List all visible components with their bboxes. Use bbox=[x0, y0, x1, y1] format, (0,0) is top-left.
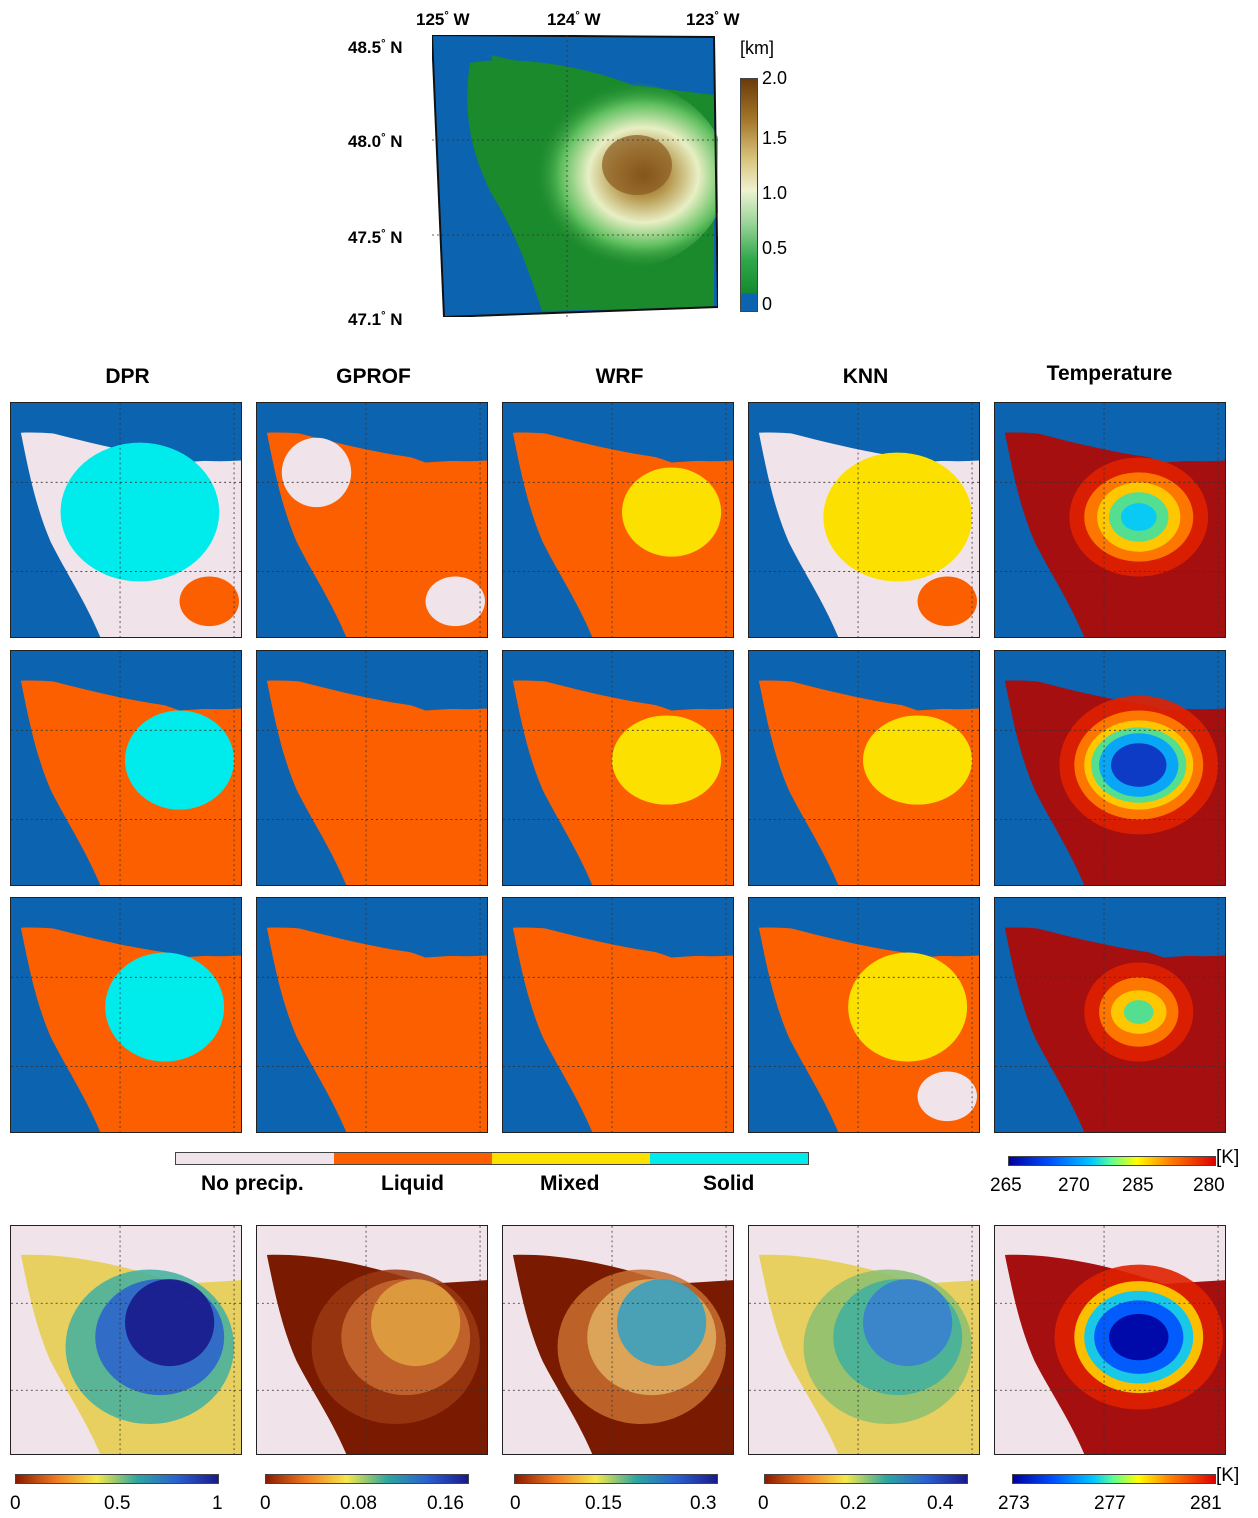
degree-mark: ° bbox=[381, 132, 386, 144]
temperature-unit: [K] bbox=[1216, 1147, 1240, 1168]
temperature-colorbar bbox=[1008, 1156, 1216, 1166]
elevation-tick-0: 0 bbox=[762, 294, 773, 314]
elevation-tick-1-5: 1.5 bbox=[762, 128, 788, 148]
colorbar-tick: 0.08 bbox=[340, 1493, 377, 1514]
lat-label-47-1: 47.1° N bbox=[348, 310, 403, 330]
lat-label-48-0: 48.0° N bbox=[348, 132, 403, 152]
phase-label-liquid: Liquid bbox=[381, 1172, 444, 1195]
colorbar-temperature bbox=[1012, 1474, 1216, 1484]
phase-swatch-mixed bbox=[492, 1153, 650, 1164]
colorbar-dpr bbox=[15, 1474, 219, 1484]
phase-colorbar bbox=[175, 1152, 809, 1165]
colorbar-tick: 0.4 bbox=[927, 1493, 954, 1514]
phase-swatch-liquid bbox=[334, 1153, 492, 1164]
map-panel-temperature-row-4 bbox=[994, 1225, 1226, 1455]
lat-suffix: N bbox=[390, 38, 403, 57]
colorbar-tick: 0 bbox=[510, 1493, 521, 1514]
map-panel-wrf-row-1 bbox=[502, 402, 734, 638]
map-panel-wrf-row-4 bbox=[502, 1225, 734, 1455]
map-panel-wrf-row-2 bbox=[502, 650, 734, 886]
colorbar-tick: 0.2 bbox=[840, 1493, 867, 1514]
colorbar-wrf bbox=[514, 1474, 718, 1484]
column-title-wrf: WRF bbox=[595, 365, 644, 388]
colorbar-tick: 0 bbox=[260, 1493, 271, 1514]
map-panel-temperature-row-1 bbox=[994, 402, 1226, 638]
colorbar-gprof bbox=[265, 1474, 469, 1484]
colorbar-tick: 0.5 bbox=[104, 1493, 131, 1514]
lon-label-123: 123° W bbox=[686, 10, 740, 30]
map-panel-knn-row-2 bbox=[748, 650, 980, 886]
degree-mark: ° bbox=[381, 38, 386, 50]
degree-mark: ° bbox=[444, 10, 449, 22]
lon-label-124: 124° W bbox=[547, 10, 601, 30]
phase-swatch-no-precip bbox=[176, 1153, 334, 1164]
lat-suffix: N bbox=[390, 228, 403, 247]
lon-value: 124 bbox=[547, 10, 576, 29]
phase-label-no-precip: No precip. bbox=[201, 1172, 304, 1195]
map-panel-knn-row-3 bbox=[748, 897, 980, 1133]
map-panel-knn-row-1 bbox=[748, 402, 980, 638]
lon-value: 125 bbox=[416, 10, 445, 29]
temp-tick: 280 bbox=[1193, 1175, 1225, 1196]
column-title-knn: KNN bbox=[842, 365, 889, 388]
lon-suffix: W bbox=[453, 10, 470, 29]
colorbar-tick: 0 bbox=[10, 1493, 21, 1514]
map-panel-knn-row-4 bbox=[748, 1225, 980, 1455]
lat-suffix: N bbox=[390, 310, 403, 329]
lat-suffix: N bbox=[390, 132, 403, 151]
phase-label-solid: Solid bbox=[703, 1172, 755, 1195]
map-panel-gprof-row-1 bbox=[256, 402, 488, 638]
colorbar-knn bbox=[764, 1474, 968, 1484]
colorbar-tick: 273 bbox=[998, 1493, 1030, 1514]
degree-mark: ° bbox=[381, 228, 386, 240]
elevation-unit: [km] bbox=[740, 38, 774, 58]
phase-label-mixed: Mixed bbox=[540, 1172, 600, 1195]
degree-mark: ° bbox=[575, 10, 580, 22]
column-title-temperature: Temperature bbox=[1046, 362, 1173, 385]
map-panel-temperature-row-2 bbox=[994, 650, 1226, 886]
map-panel-dpr-row-1 bbox=[10, 402, 242, 638]
elevation-map bbox=[430, 33, 727, 319]
map-panel-dpr-row-2 bbox=[10, 650, 242, 886]
temp-tick: 265 bbox=[990, 1175, 1022, 1196]
lon-suffix: W bbox=[584, 10, 601, 29]
column-title-dpr: DPR bbox=[105, 365, 150, 388]
phase-swatch-solid bbox=[650, 1153, 808, 1164]
colorbar-tick: 1 bbox=[212, 1493, 223, 1514]
colorbar-tick: 0 bbox=[758, 1493, 769, 1514]
colorbar-tick: 0.16 bbox=[427, 1493, 464, 1514]
lat-label-47-5: 47.5° N bbox=[348, 228, 403, 248]
temperature-unit-bottom: [K] bbox=[1216, 1465, 1240, 1486]
temp-tick: 270 bbox=[1058, 1175, 1090, 1196]
lat-value: 48.5 bbox=[348, 38, 382, 57]
lon-label-125: 125° W bbox=[416, 10, 470, 30]
lat-label-48-5: 48.5° N bbox=[348, 38, 403, 58]
temp-tick: 285 bbox=[1122, 1175, 1154, 1196]
degree-mark: ° bbox=[714, 10, 719, 22]
elevation-tick-0-5: 0.5 bbox=[762, 238, 788, 258]
elevation-colorbar bbox=[740, 78, 758, 312]
colorbar-tick: 277 bbox=[1094, 1493, 1126, 1514]
elevation-tick-2-0: 2.0 bbox=[762, 68, 788, 88]
map-panel-gprof-row-3 bbox=[256, 897, 488, 1133]
map-panel-gprof-row-4 bbox=[256, 1225, 488, 1455]
lat-value: 47.1 bbox=[348, 310, 382, 329]
colorbar-tick: 0.15 bbox=[585, 1493, 622, 1514]
lon-value: 123 bbox=[686, 10, 715, 29]
lat-value: 48.0 bbox=[348, 132, 382, 151]
colorbar-tick: 281 bbox=[1190, 1493, 1222, 1514]
map-panel-wrf-row-3 bbox=[502, 897, 734, 1133]
map-panel-dpr-row-4 bbox=[10, 1225, 242, 1455]
column-title-gprof: GPROF bbox=[336, 365, 411, 388]
elevation-tick-1-0: 1.0 bbox=[762, 183, 788, 203]
map-panel-temperature-row-3 bbox=[994, 897, 1226, 1133]
degree-mark: ° bbox=[381, 310, 386, 322]
colorbar-tick: 0.3 bbox=[690, 1493, 717, 1514]
lat-value: 47.5 bbox=[348, 228, 382, 247]
lon-suffix: W bbox=[723, 10, 740, 29]
map-panel-dpr-row-3 bbox=[10, 897, 242, 1133]
map-panel-gprof-row-2 bbox=[256, 650, 488, 886]
